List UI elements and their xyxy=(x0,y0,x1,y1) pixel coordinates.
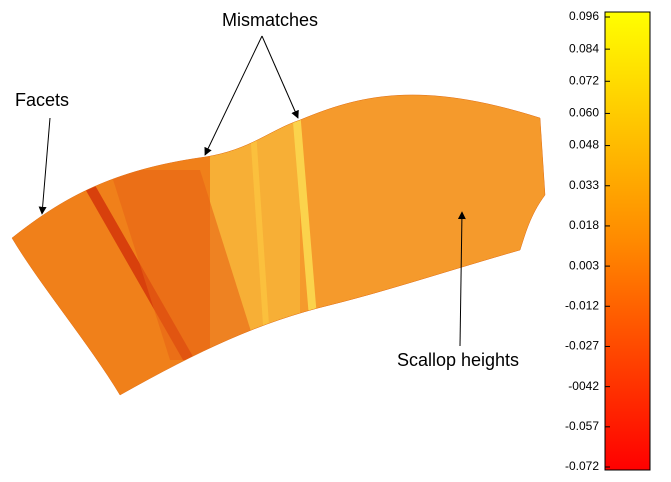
tick-label: -0.027 xyxy=(565,339,599,353)
tick-label: -0.072 xyxy=(565,459,599,473)
annotation: Facets xyxy=(15,90,69,110)
arrow xyxy=(38,117,51,215)
tick-label: 0.096 xyxy=(569,9,599,23)
tick-label: 0.072 xyxy=(569,73,599,87)
tick-label: 0.084 xyxy=(569,41,599,55)
arrow xyxy=(457,211,466,347)
tick-label: 0.003 xyxy=(569,258,599,272)
surface xyxy=(12,94,545,395)
tick-label: 0.033 xyxy=(569,178,599,192)
arrow xyxy=(261,35,299,119)
tick-label: -0.012 xyxy=(565,298,599,312)
tick-label: 0.048 xyxy=(569,138,599,152)
annotation: Scallop heights xyxy=(397,350,519,370)
arrow xyxy=(204,35,263,156)
tick-label: 0.018 xyxy=(569,218,599,232)
colorbar xyxy=(604,11,651,471)
tick-label: -0042 xyxy=(568,379,599,393)
tick-label: -0.057 xyxy=(565,419,599,433)
tick-label: 0.060 xyxy=(569,106,599,120)
annotation: Mismatches xyxy=(222,10,318,30)
